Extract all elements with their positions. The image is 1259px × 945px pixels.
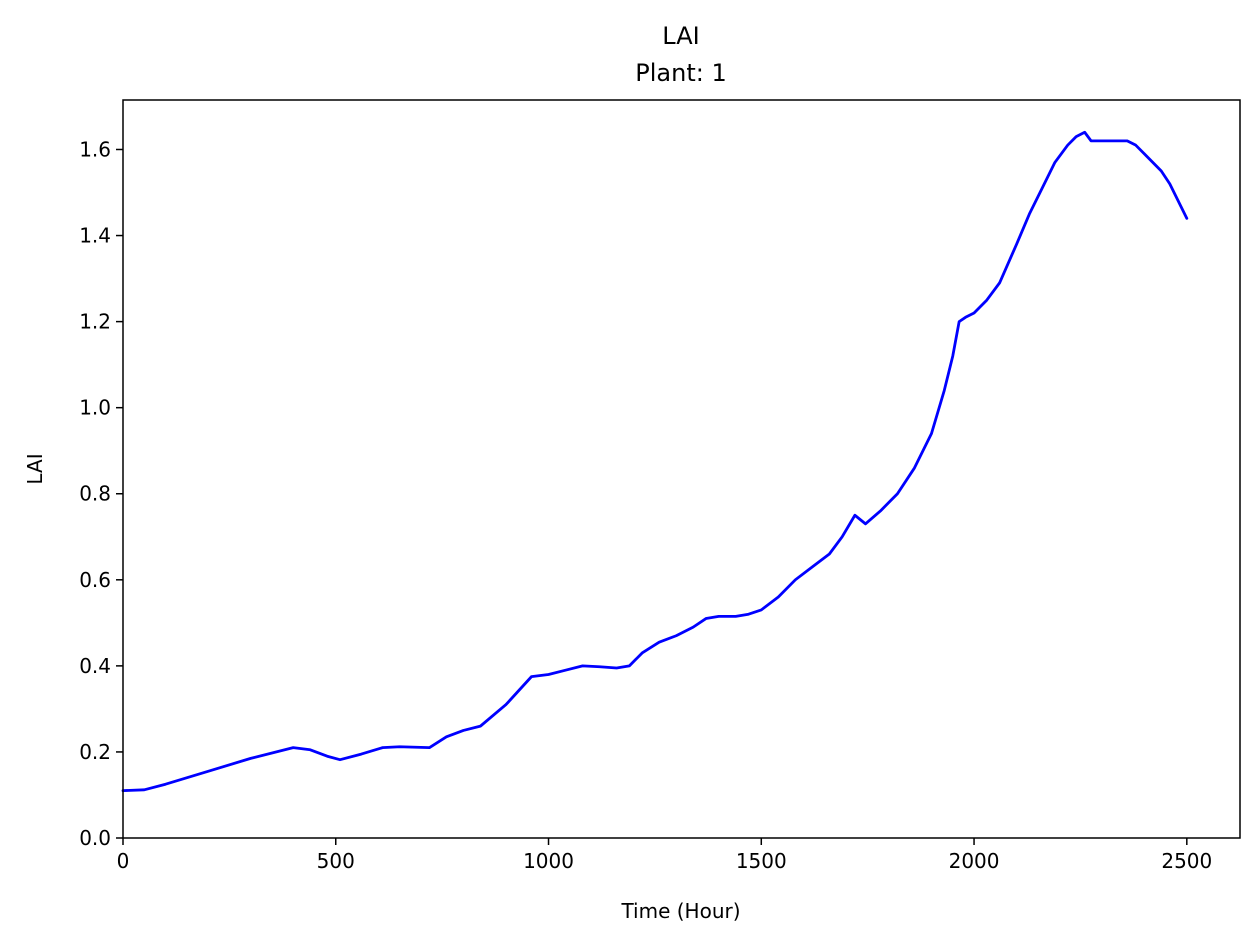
y-axis: 0.0 0.2 0.4 0.6 0.8 1.0 1.2 1.4 1.6 [79, 137, 123, 850]
y-tick-label: 1.4 [79, 224, 111, 248]
x-axis: 0 500 1000 1500 2000 2500 [117, 838, 1212, 873]
x-tick-label: 1500 [736, 849, 787, 873]
chart-title: LAI [662, 22, 699, 50]
y-tick-label: 0.0 [79, 826, 111, 850]
y-tick-label: 0.2 [79, 740, 111, 764]
x-axis-label: Time (Hour) [620, 899, 740, 923]
chart-subtitle: Plant: 1 [635, 59, 726, 87]
plot-area [121, 130, 1189, 793]
y-tick-label: 1.0 [79, 396, 111, 420]
y-axis-label: LAI [23, 453, 47, 484]
y-tick-label: 0.8 [79, 482, 111, 506]
x-tick-label: 0 [117, 849, 130, 873]
x-tick-label: 1000 [523, 849, 574, 873]
series-line-0 [121, 130, 1189, 793]
x-tick-label: 2000 [949, 849, 1000, 873]
plot-frame [122, 99, 1241, 839]
x-tick-label: 500 [317, 849, 355, 873]
y-tick-label: 0.6 [79, 568, 111, 592]
y-tick-label: 1.2 [79, 310, 111, 334]
y-tick-label: 0.4 [79, 654, 111, 678]
y-tick-label: 1.6 [79, 137, 111, 161]
x-tick-label: 2500 [1161, 849, 1212, 873]
